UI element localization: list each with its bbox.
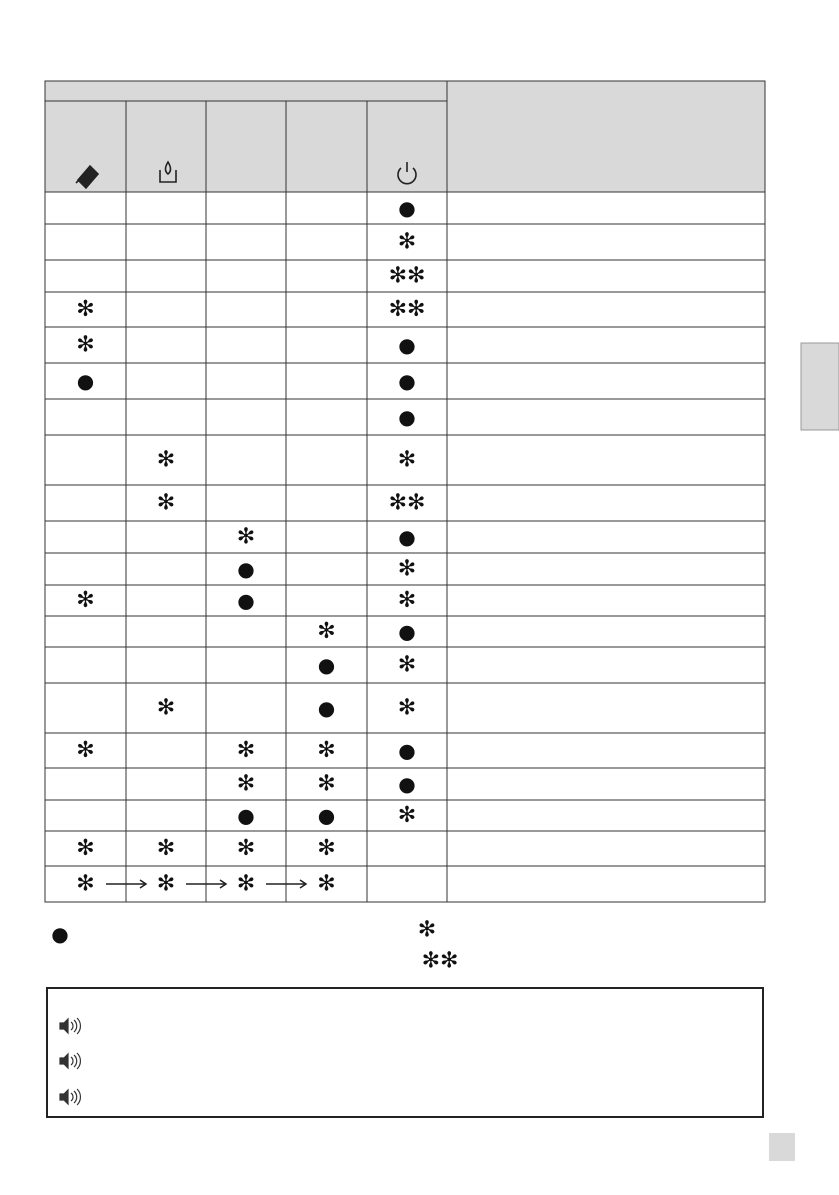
cell-symbol: ✻ bbox=[157, 836, 175, 861]
legend-symbol: ✻✻ bbox=[422, 949, 459, 974]
cell-symbol: ✻ bbox=[317, 738, 335, 763]
legend-symbol: ✻ bbox=[418, 918, 436, 943]
sequence-arrows bbox=[106, 879, 308, 889]
cell-symbol: ✻ bbox=[237, 738, 255, 763]
cell-symbol: ✻ bbox=[76, 836, 94, 861]
cell-symbol: ● bbox=[398, 772, 415, 796]
cell-symbol: ● bbox=[398, 405, 415, 429]
cell-symbol: ● bbox=[77, 369, 94, 393]
cell-symbol: ✻ bbox=[157, 696, 175, 721]
cell-symbol: ● bbox=[318, 696, 335, 720]
cell-symbol: ● bbox=[237, 557, 254, 581]
cell-symbol: ✻ bbox=[398, 803, 416, 828]
cell-symbol: ● bbox=[398, 369, 415, 393]
header-icons bbox=[75, 160, 417, 190]
table-grid bbox=[44, 80, 766, 903]
cell-symbol: ✻ bbox=[237, 525, 255, 550]
cell-symbol: ● bbox=[237, 589, 254, 613]
cell-symbol: ✻✻ bbox=[389, 491, 426, 516]
cell-symbol: ✻ bbox=[76, 738, 94, 763]
cell-symbol: ✻ bbox=[398, 230, 416, 255]
cell-symbol: ● bbox=[398, 739, 415, 763]
cell-symbol: ✻ bbox=[237, 772, 255, 797]
cell-symbol: ✻ bbox=[398, 588, 416, 613]
cell-symbol: ✻ bbox=[76, 588, 94, 613]
cell-symbol: ✻ bbox=[76, 872, 94, 897]
note-box bbox=[46, 987, 764, 1118]
cell-symbol: ✻ bbox=[398, 653, 416, 678]
cell-symbol: ● bbox=[398, 620, 415, 644]
legend-symbol: ● bbox=[51, 922, 68, 946]
cell-symbol: ✻ bbox=[317, 772, 335, 797]
cell-symbol: ✻ bbox=[76, 333, 94, 358]
cell-symbol: ✻✻ bbox=[389, 297, 426, 322]
cell-symbol: ✻ bbox=[317, 836, 335, 861]
cell-symbol: ● bbox=[398, 196, 415, 220]
side-tab bbox=[800, 342, 839, 431]
cell-symbol: ● bbox=[237, 804, 254, 828]
cell-symbol: ✻ bbox=[76, 297, 94, 322]
cell-symbol: ✻ bbox=[157, 448, 175, 473]
cell-symbol: ✻ bbox=[398, 557, 416, 582]
cell-symbol: ● bbox=[398, 333, 415, 357]
cell-symbol: ✻ bbox=[317, 872, 335, 897]
cell-symbol: ● bbox=[318, 653, 335, 677]
cell-symbol: ✻ bbox=[157, 491, 175, 516]
cell-symbol: ✻ bbox=[317, 619, 335, 644]
cell-symbol: ● bbox=[318, 804, 335, 828]
table-border bbox=[44, 80, 766, 903]
cell-symbol: ✻ bbox=[398, 696, 416, 721]
cell-symbol: ✻ bbox=[157, 872, 175, 897]
table-header bbox=[45, 81, 765, 192]
cell-symbol: ✻ bbox=[237, 836, 255, 861]
cell-symbol: ✻ bbox=[398, 448, 416, 473]
cell-symbol: ✻✻ bbox=[389, 264, 426, 289]
page-number-box bbox=[769, 1133, 795, 1161]
sound-icons bbox=[59, 1017, 81, 1106]
cell-symbol: ● bbox=[398, 525, 415, 549]
cell-symbol: ✻ bbox=[237, 872, 255, 897]
